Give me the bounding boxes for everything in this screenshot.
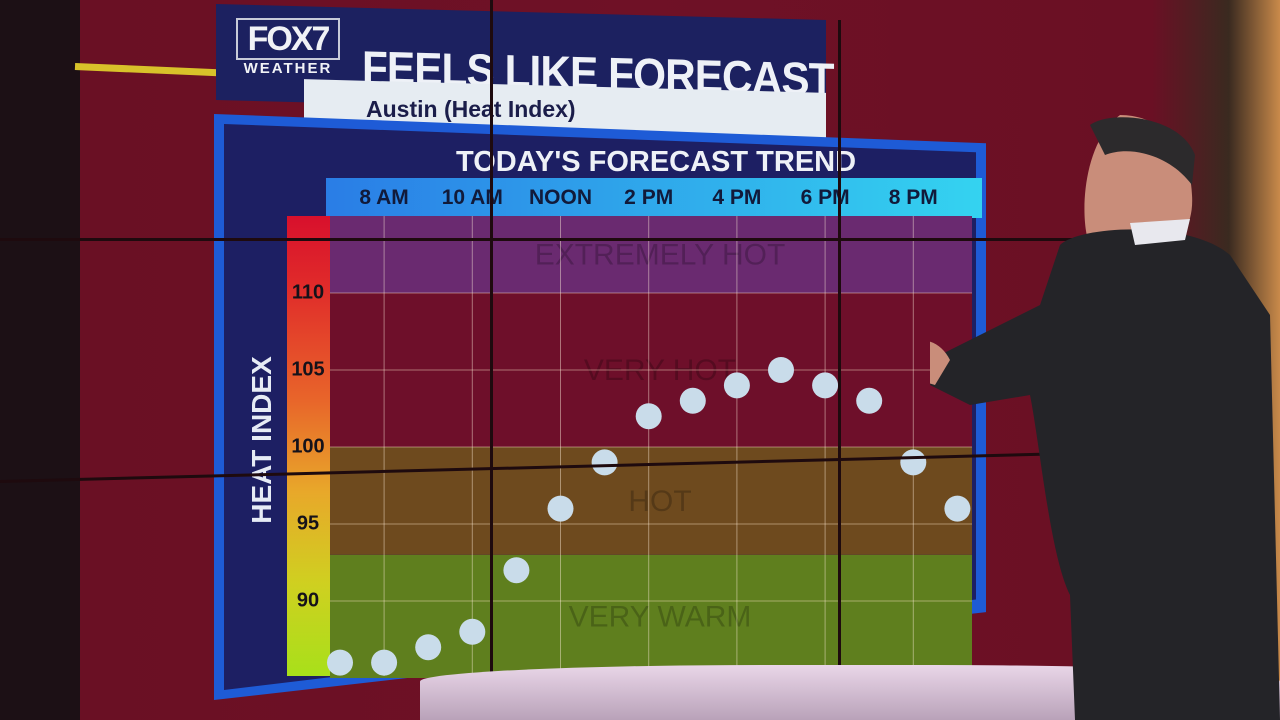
x-tick-label: 6 PM	[800, 186, 850, 209]
band-very-warm	[330, 554, 972, 678]
data-point-9-am	[415, 634, 442, 661]
data-point-8-pm	[900, 449, 927, 476]
chart-title: TODAY'S FORECAST TREND	[456, 146, 857, 178]
time-axis-bar	[326, 178, 982, 218]
fox7-weather-logo: FOX7 WEATHER	[236, 18, 340, 80]
data-point-3-pm	[679, 387, 706, 414]
y-tick-label: 105	[291, 358, 325, 381]
x-tick-label: 8 AM	[359, 186, 409, 209]
y-tick-label: 110	[291, 281, 325, 304]
x-tick-label: 4 PM	[712, 186, 762, 209]
x-tick-label: 8 PM	[888, 186, 938, 209]
x-tick-label: 10 AM	[441, 186, 503, 209]
data-point-11-am	[503, 557, 530, 584]
data-point-7-pm	[856, 387, 883, 414]
data-point-8-am	[371, 649, 398, 676]
subtitle: Austin (Heat Index)	[366, 96, 576, 122]
data-point-5-pm	[768, 357, 794, 383]
data-point-9-pm	[944, 495, 971, 522]
y-tick-label: 100	[291, 435, 325, 458]
band-label: HOT	[628, 485, 691, 518]
band-label: VERY HOT	[584, 354, 736, 387]
x-tick-label: NOON	[529, 186, 592, 209]
y-tick-label: 90	[296, 589, 320, 612]
data-point-6-pm	[812, 372, 839, 399]
y-tick-label: 95	[296, 512, 320, 535]
heat-color-scale	[287, 216, 330, 676]
band-label: VERY WARM	[569, 600, 752, 633]
x-tick-label: 2 PM	[624, 186, 674, 209]
band-label: EXTREMELY HOT	[535, 239, 786, 272]
screen-seam	[490, 0, 493, 720]
studio-pillar	[0, 0, 80, 720]
data-point-7-am	[327, 649, 353, 676]
data-point-noon	[547, 495, 574, 522]
data-point-10-am	[459, 618, 486, 645]
screen-seam	[0, 238, 1100, 241]
data-point-1-pm	[591, 449, 618, 476]
data-point-4-pm	[723, 372, 750, 399]
screen-seam	[838, 20, 841, 700]
band-extremely-hot	[330, 216, 972, 293]
data-point-2-pm	[635, 403, 662, 430]
meteorologist-presenter	[930, 115, 1280, 720]
